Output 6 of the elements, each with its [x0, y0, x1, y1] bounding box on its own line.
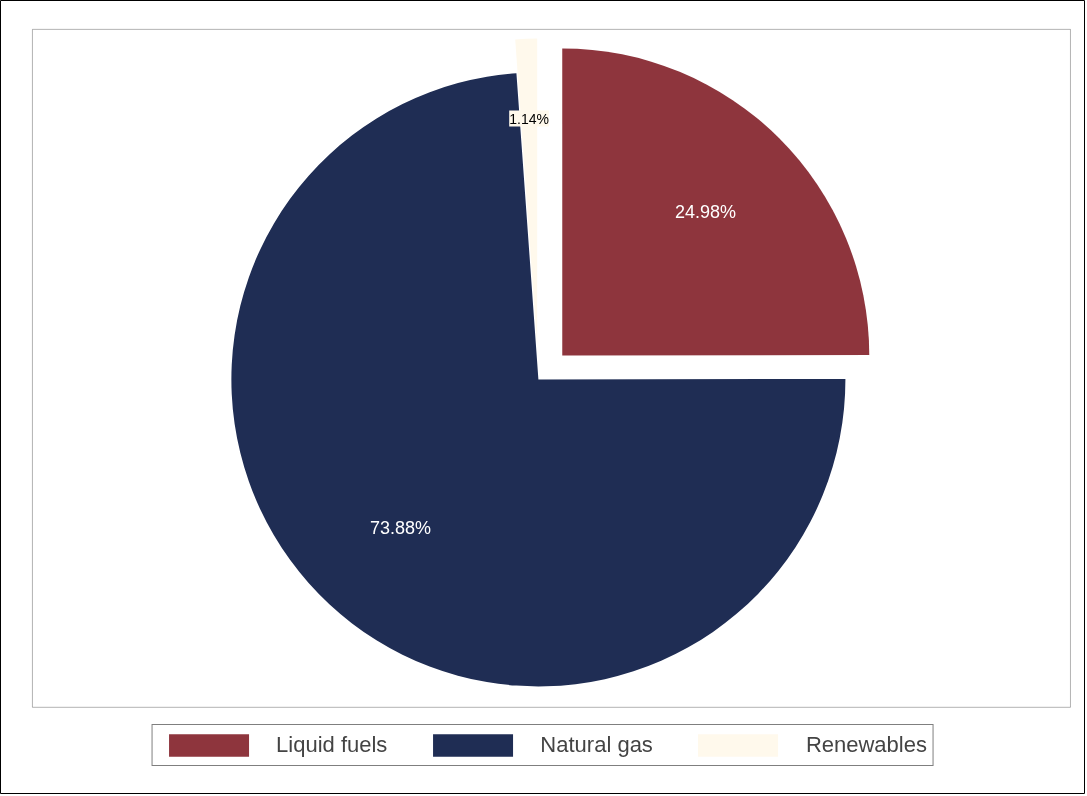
legend-label: Natural gas [540, 732, 653, 758]
legend-label: Liquid fuels [276, 732, 388, 758]
data-label: 73.88% [369, 517, 431, 538]
legend-label: Renewables [805, 732, 927, 758]
data-label: 1.14% [509, 110, 549, 127]
data-label: 24.98% [674, 202, 736, 223]
